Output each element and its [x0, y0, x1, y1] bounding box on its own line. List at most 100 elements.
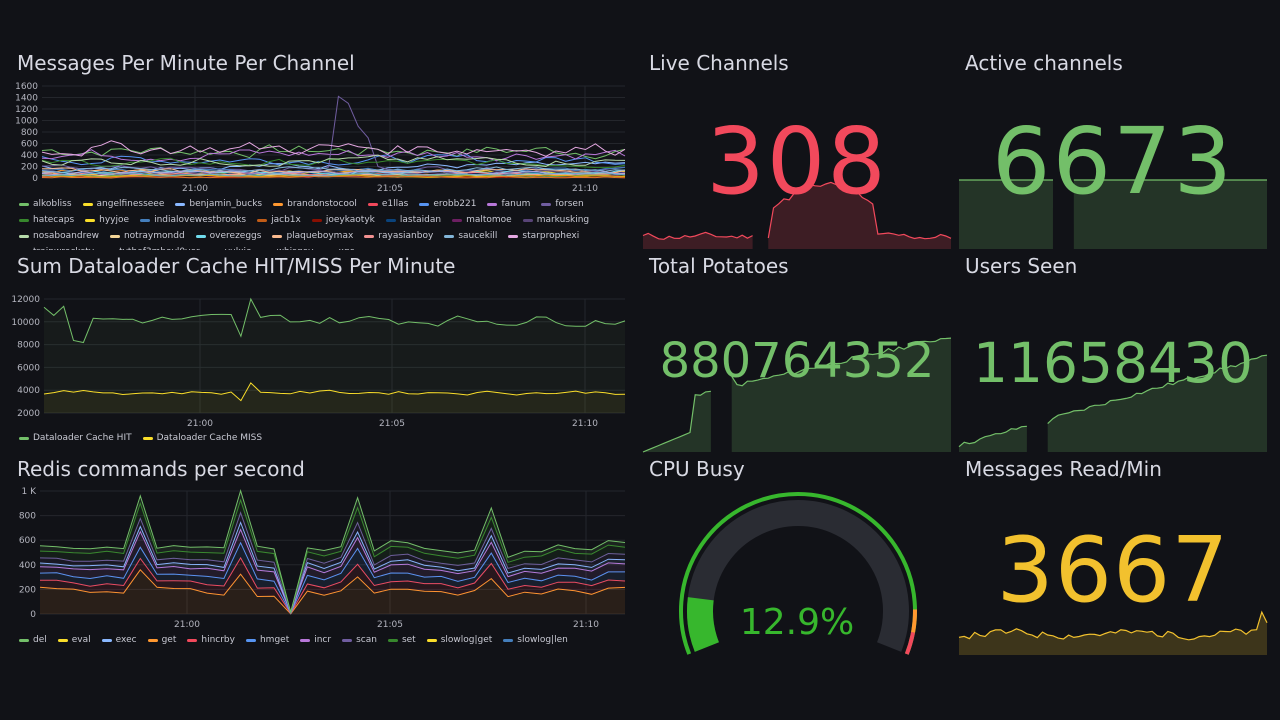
gauge-threshold-orange — [911, 609, 917, 633]
series-line-hit[interactable] — [43, 297, 626, 344]
y-tick-label: 1400 — [15, 94, 38, 104]
series-line-whisqey[interactable] — [41, 172, 626, 177]
legend-item[interactable]: xqc — [324, 244, 354, 250]
legend-label: erobb221 — [433, 199, 477, 209]
legend-item[interactable]: whisqey — [263, 244, 314, 250]
live-channels-sparkline — [642, 181, 952, 249]
legend-item[interactable]: get — [147, 632, 176, 648]
series-line-trainwreckstv[interactable] — [41, 170, 626, 176]
legend-item[interactable]: indialovewestbrooks — [140, 212, 246, 228]
legend-label: Dataloader Cache MISS — [156, 433, 263, 443]
stack-line[interactable] — [39, 488, 626, 614]
panel-title[interactable]: Users Seen — [965, 254, 1078, 278]
legend-item[interactable]: saucekill — [444, 228, 497, 244]
legend-label: nosaboandrew — [33, 231, 99, 241]
legend-swatch — [387, 638, 398, 642]
panel-title[interactable]: Active channels — [965, 51, 1123, 75]
panel-title[interactable]: Messages Read/Min — [965, 457, 1162, 481]
legend-item[interactable]: hyyjoe — [85, 212, 129, 228]
stack-line[interactable] — [40, 556, 626, 615]
legend-item[interactable]: Dataloader Cache HIT — [19, 430, 132, 446]
stack-line[interactable] — [39, 569, 626, 615]
legend-item[interactable]: benjamin_bucks — [175, 196, 262, 212]
series-line-plaqueboymax[interactable] — [41, 167, 626, 175]
legend-item[interactable]: starprophexi — [508, 228, 579, 244]
stack-line[interactable] — [39, 498, 626, 615]
legend-item[interactable]: Dataloader Cache MISS — [142, 430, 263, 446]
y-tick-label: 12000 — [11, 295, 40, 305]
sparkline-area — [959, 426, 1027, 452]
legend-label: starprophexi — [522, 231, 580, 241]
messages-read-value: 3667 — [996, 518, 1230, 623]
stack-area — [40, 542, 625, 614]
panel-title[interactable]: Live Channels — [649, 51, 789, 75]
legend-item[interactable]: hatecaps — [19, 212, 74, 228]
legend-item[interactable]: slowlog|get — [426, 632, 492, 648]
y-tick-label: 400 — [19, 561, 36, 571]
series-line-starprophexi[interactable] — [41, 140, 626, 157]
legend-item[interactable]: alkobliss — [19, 196, 72, 212]
legend-item[interactable]: tythef3mboyl0ver — [105, 244, 200, 250]
legend-item[interactable]: lastaidan — [385, 212, 441, 228]
legend-label: plaqueboymax — [286, 231, 354, 241]
legend-item[interactable]: notraymondd — [109, 228, 185, 244]
series-line-hatecaps[interactable] — [41, 157, 626, 169]
legend-item[interactable]: del — [19, 632, 47, 648]
legend-item[interactable]: set — [387, 632, 416, 648]
legend-item[interactable]: eval — [57, 632, 91, 648]
legend-item[interactable]: nosaboandrew — [19, 228, 99, 244]
legend-label: maltomoe — [466, 215, 512, 225]
cache-chart[interactable]: 2000 4000 6000 8000 10000 12000 21:00 21:05 21:1… — [0, 203, 640, 453]
panel-title[interactable]: Redis commands per second — [17, 457, 305, 481]
legend-item[interactable]: jacb1x — [257, 212, 301, 228]
legend-swatch — [82, 202, 93, 206]
legend-item[interactable]: exec — [101, 632, 137, 648]
legend-item[interactable]: incr — [300, 632, 331, 648]
legend-item[interactable]: markusking — [522, 212, 589, 228]
sparkline-line — [731, 337, 952, 387]
panel-title[interactable]: Sum Dataloader Cache HIT/MISS Per Minute — [17, 254, 456, 278]
panel-total-potatoes: Total Potatoes 880764352 — [641, 203, 953, 455]
series-line-miss[interactable] — [43, 382, 626, 402]
legend-item[interactable]: angelfinesseee — [82, 196, 164, 212]
legend-item[interactable]: hmget — [245, 632, 289, 648]
legend-item[interactable]: rayasianboy — [364, 228, 433, 244]
legend-item[interactable]: trainwreckstv — [19, 244, 94, 250]
y-tick-label: 200 — [19, 585, 36, 595]
stack-line[interactable] — [39, 511, 626, 615]
legend-item[interactable]: fanum — [487, 196, 530, 212]
legend-item[interactable]: brandonstocool — [273, 196, 357, 212]
legend-item[interactable]: vulxie — [211, 244, 252, 250]
legend-swatch — [101, 638, 112, 642]
legend-item[interactable]: joeykaotyk — [311, 212, 375, 228]
legend-item[interactable]: slowlog|len — [503, 632, 568, 648]
redis-chart[interactable]: 0 200 400 600 800 1 K 21:00 21:05 21:10 — [0, 406, 640, 666]
sparkline-line — [767, 181, 952, 240]
series-line-nosaboandrew[interactable] — [41, 154, 626, 168]
legend-item[interactable]: hincrby — [187, 632, 235, 648]
sparkline-area — [1047, 355, 1267, 452]
panel-title[interactable]: Total Potatoes — [649, 254, 789, 278]
legend-item[interactable]: scan — [342, 632, 377, 648]
legend-swatch — [195, 234, 206, 238]
series-line-xqc[interactable] — [41, 175, 626, 179]
legend-item[interactable]: overezeggs — [195, 228, 262, 244]
panel-title[interactable]: Messages Per Minute Per Channel — [17, 51, 355, 75]
series-line-saucekill[interactable] — [41, 166, 626, 173]
stack-line[interactable] — [39, 521, 626, 615]
stack-line[interactable] — [39, 528, 626, 615]
legend-swatch — [385, 218, 396, 222]
legend-item[interactable]: forsen — [541, 196, 584, 212]
stack-line[interactable] — [39, 541, 625, 615]
legend-swatch — [257, 218, 268, 222]
series-line-erobb221[interactable] — [41, 154, 626, 166]
legend-item[interactable]: maltomoe — [452, 212, 512, 228]
legend-swatch — [503, 638, 514, 642]
panel-title[interactable]: CPU Busy — [649, 457, 745, 481]
legend-item[interactable]: e1llas — [367, 196, 408, 212]
y-tick-label: 6000 — [17, 363, 40, 373]
legend-label: overezeggs — [209, 231, 262, 241]
legend-item[interactable]: plaqueboymax — [272, 228, 353, 244]
legend-item[interactable]: erobb221 — [419, 196, 476, 212]
